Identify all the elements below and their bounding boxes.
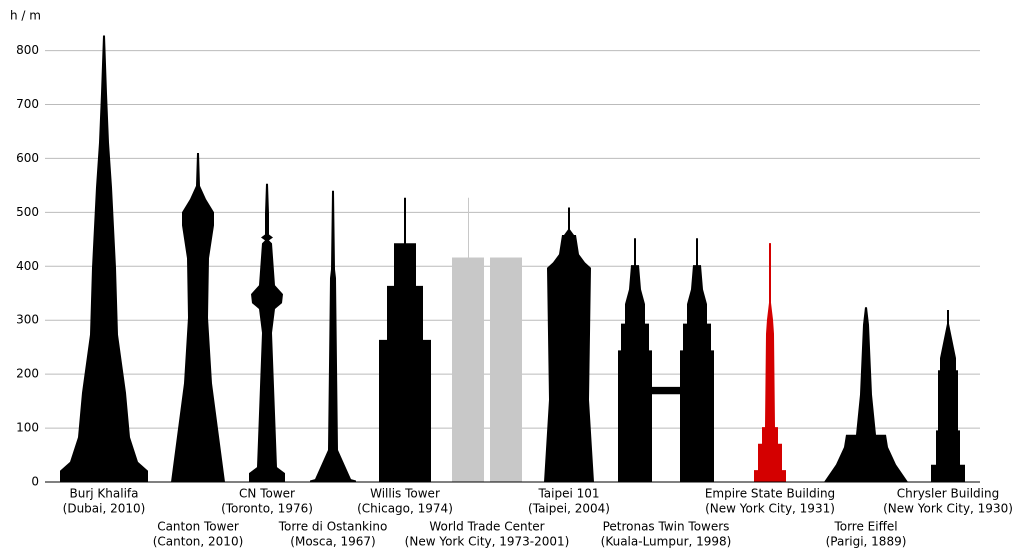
- x-tick-detail: (Canton, 2010): [153, 535, 244, 549]
- x-tick-detail: (Chicago, 1974): [357, 502, 453, 516]
- y-tick-label: 300: [16, 313, 39, 327]
- building: [618, 238, 714, 482]
- building: [824, 307, 908, 482]
- x-tick-label: Willis Tower: [370, 487, 440, 501]
- x-tick-label: Taipei 101: [537, 487, 599, 501]
- building: [544, 207, 594, 482]
- x-tick-detail: (New York City, 1930): [883, 502, 1013, 516]
- x-tick-label: Burj Khalifa: [70, 487, 139, 501]
- y-tick-label: 700: [16, 97, 39, 111]
- x-tick-label: World Trade Center: [429, 520, 544, 534]
- y-axis-label: h / m: [10, 9, 41, 23]
- x-tick-label: Chrysler Building: [897, 487, 999, 501]
- y-tick-label: 200: [16, 367, 39, 381]
- building: [171, 153, 225, 482]
- x-tick-label: Petronas Twin Towers: [603, 520, 730, 534]
- x-tick-label: Empire State Building: [705, 487, 835, 501]
- building: [931, 310, 965, 482]
- x-tick-detail: (Parigi, 1889): [826, 535, 907, 549]
- building: [379, 197, 431, 483]
- x-tick-label: Torre di Ostankino: [278, 520, 388, 534]
- y-tick-label: 800: [16, 43, 39, 57]
- y-tick-label: 0: [31, 475, 39, 489]
- x-tick-label: Canton Tower: [157, 520, 239, 534]
- building: [452, 197, 522, 483]
- x-tick-detail: (New York City, 1973-2001): [405, 535, 570, 549]
- y-tick-label: 100: [16, 421, 39, 435]
- x-tick-label: CN Tower: [239, 487, 295, 501]
- x-tick-detail: (Toronto, 1976): [221, 502, 313, 516]
- x-tick-detail: (Taipei, 2004): [528, 502, 610, 516]
- x-tick-label: Torre Eiffel: [833, 520, 897, 534]
- x-tick-detail: (Kuala-Lumpur, 1998): [601, 535, 732, 549]
- building: [310, 190, 356, 483]
- y-tick-label: 500: [16, 205, 39, 219]
- building: [754, 243, 786, 482]
- x-tick-detail: (Dubai, 2010): [63, 502, 146, 516]
- x-tick-detail: (Mosca, 1967): [290, 535, 375, 549]
- building: [60, 35, 148, 482]
- x-tick-detail: (New York City, 1931): [705, 502, 835, 516]
- y-tick-label: 400: [16, 259, 39, 273]
- y-tick-label: 600: [16, 151, 39, 165]
- building: [249, 183, 285, 483]
